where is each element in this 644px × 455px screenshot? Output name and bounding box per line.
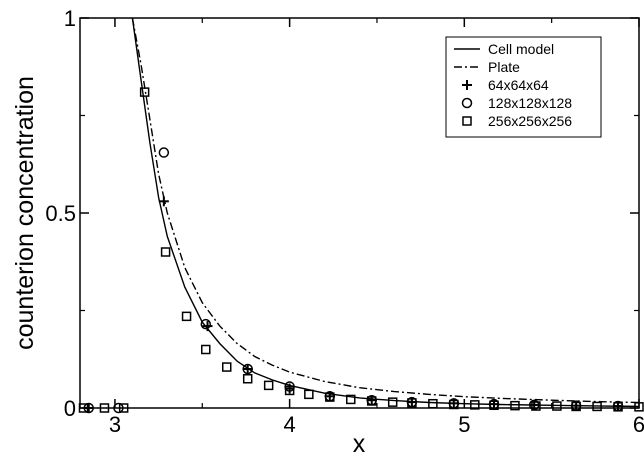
legend-label: Cell model — [488, 41, 554, 57]
data-point-square — [265, 381, 273, 389]
data-point-square — [162, 248, 170, 256]
legend-label: 64x64x64 — [488, 77, 549, 93]
data-point-circle — [159, 148, 168, 157]
y-tick-label: 0 — [64, 396, 76, 421]
x-tick-label: 5 — [458, 412, 470, 437]
data-point-square — [202, 346, 210, 354]
data-point-plus — [203, 321, 213, 331]
legend-label: 256x256x256 — [488, 113, 572, 129]
x-tick-label: 4 — [284, 412, 296, 437]
legend-label: 128x128x128 — [488, 95, 572, 111]
x-axis-title: x — [353, 430, 366, 455]
y-tick-label: 1 — [64, 6, 76, 31]
data-point-square — [429, 400, 437, 408]
legend-label: Plate — [488, 59, 520, 75]
data-point-square — [389, 398, 397, 406]
x-tick-label: 6 — [633, 412, 644, 437]
y-tick-label: 0.5 — [45, 201, 76, 226]
data-point-square — [244, 375, 252, 383]
y-axis-title: counterion concentration — [11, 76, 39, 350]
data-point-square — [183, 312, 191, 320]
data-point-square — [223, 363, 231, 371]
x-tick-label: 3 — [109, 412, 121, 437]
data-point-square — [305, 390, 313, 398]
legend: Cell model Plate 64x64x64 128x128x128 256x25… — [446, 37, 601, 137]
